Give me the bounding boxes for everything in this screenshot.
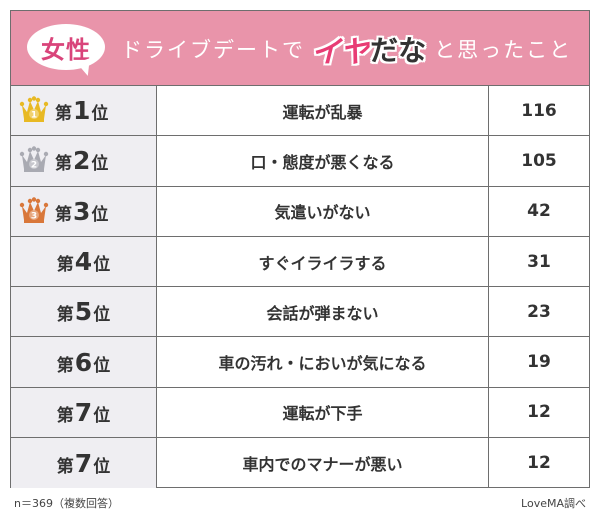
- count-cell: 19: [527, 352, 551, 373]
- rank-number: 6: [74, 347, 93, 377]
- rank-label: 第4位: [57, 247, 110, 276]
- item-cell: 気遣いがない: [157, 186, 489, 236]
- table-row: 第5位 会話が弾まない 23: [11, 287, 589, 338]
- rank-suffix: 位: [93, 405, 111, 426]
- count-cell: 116: [521, 100, 557, 121]
- rank-label: 第1位: [55, 96, 108, 125]
- table-title: ドライブデートで イヤ だな と思ったこと: [121, 11, 572, 86]
- rank-suffix: 位: [93, 255, 111, 276]
- table-row: 第6位 車の汚れ・においが気になる 19: [11, 337, 589, 388]
- rank-cell: 2 第2位: [11, 136, 157, 186]
- gender-badge-label: 女性: [41, 35, 91, 64]
- rank-suffix: 位: [93, 305, 111, 326]
- count-cell: 31: [527, 251, 551, 272]
- title-accent: イヤ: [311, 34, 371, 70]
- title-prefix: ドライブデートで: [121, 37, 305, 62]
- count-cell: 23: [527, 301, 551, 322]
- gold-crown-icon: 1: [19, 96, 49, 124]
- rank-cell: 第5位: [11, 287, 157, 337]
- rank-suffix: 位: [93, 355, 111, 376]
- rank-number: 3: [73, 196, 91, 226]
- svg-text:2: 2: [31, 161, 37, 171]
- rank-suffix: 位: [91, 104, 109, 125]
- rank-prefix: 第: [56, 255, 74, 276]
- title-suffix: と思ったこと: [434, 37, 573, 62]
- item-cell: 運転が乱暴: [157, 86, 489, 136]
- rank-label: 第5位: [57, 297, 110, 326]
- rank-prefix: 第: [56, 405, 74, 426]
- rank-prefix: 第: [55, 154, 72, 175]
- rank-number: 1: [73, 96, 91, 126]
- count-cell: 42: [527, 201, 551, 222]
- table-row: 3 第3位 気遣いがない 42: [11, 186, 589, 237]
- rank-label: 第2位: [55, 146, 108, 175]
- table-header: 女性 ドライブデートで イヤ だな と思ったこと: [11, 11, 589, 86]
- rank-cell: 3 第3位: [11, 186, 157, 236]
- rank-prefix: 第: [56, 355, 74, 376]
- silver-crown-icon: 2: [19, 146, 49, 174]
- item-cell: 車の汚れ・においが気になる: [157, 337, 489, 387]
- rank-suffix: 位: [91, 204, 109, 225]
- rank-suffix: 位: [93, 456, 111, 477]
- item-cell: 会話が弾まない: [157, 287, 489, 337]
- rank-cell: 1 第1位: [11, 86, 157, 136]
- rank-number: 2: [73, 146, 91, 176]
- table-row: 第7位 運転が下手 12: [11, 387, 589, 439]
- item-cell: 口・態度が悪くなる: [157, 136, 489, 186]
- item-cell: すぐイライラする: [157, 236, 489, 287]
- rank-label: 第7位: [57, 398, 110, 427]
- rank-cell: 第4位: [11, 236, 157, 287]
- rank-cell: 第7位: [11, 438, 157, 489]
- ranking-table: 女性 ドライブデートで イヤ だな と思ったこと 1 第1位 運転が乱暴 116 2 第2…: [10, 10, 590, 489]
- title-dark: だな: [370, 33, 427, 67]
- rank-prefix: 第: [55, 204, 72, 225]
- count-cell: 12: [527, 402, 551, 423]
- count-cell: 105: [521, 150, 557, 171]
- rank-label: 第3位: [55, 197, 108, 226]
- rank-prefix: 第: [56, 305, 74, 326]
- source-note: LoveMA調べ: [521, 497, 586, 510]
- svg-text:1: 1: [31, 111, 37, 121]
- rank-prefix: 第: [55, 104, 72, 125]
- table-body: 1 第1位 運転が乱暴 116 2 第2位 口・態度が悪くなる 105 3 第3位 気遣いがない 42…: [11, 86, 589, 489]
- speech-bubble-badge: 女性: [27, 24, 105, 70]
- table-row: 1 第1位 運転が乱暴 116: [11, 86, 589, 137]
- table-row: 第4位 すぐイライラする 31: [11, 236, 589, 288]
- rank-prefix: 第: [56, 456, 74, 477]
- bronze-crown-icon: 3: [19, 196, 49, 225]
- item-cell: 運転が下手: [157, 387, 489, 438]
- rank-cell: 第7位: [11, 387, 157, 438]
- sample-size-note: n＝369（複数回答）: [14, 497, 119, 510]
- rank-cell: 第6位: [11, 337, 157, 387]
- table-row: 第7位 車内でのマナーが悪い 12: [11, 438, 589, 489]
- count-cell: 12: [527, 453, 551, 474]
- rank-label: 第6位: [57, 348, 110, 377]
- rank-number: 7: [74, 397, 93, 427]
- rank-suffix: 位: [91, 154, 109, 175]
- rank-number: 4: [74, 247, 93, 277]
- rank-number: 7: [74, 448, 93, 478]
- item-cell: 車内でのマナーが悪い: [157, 438, 489, 489]
- table-row: 2 第2位 口・態度が悪くなる 105: [11, 136, 589, 187]
- svg-text:3: 3: [31, 211, 37, 221]
- rank-label: 第7位: [57, 449, 110, 478]
- rank-number: 5: [74, 297, 93, 327]
